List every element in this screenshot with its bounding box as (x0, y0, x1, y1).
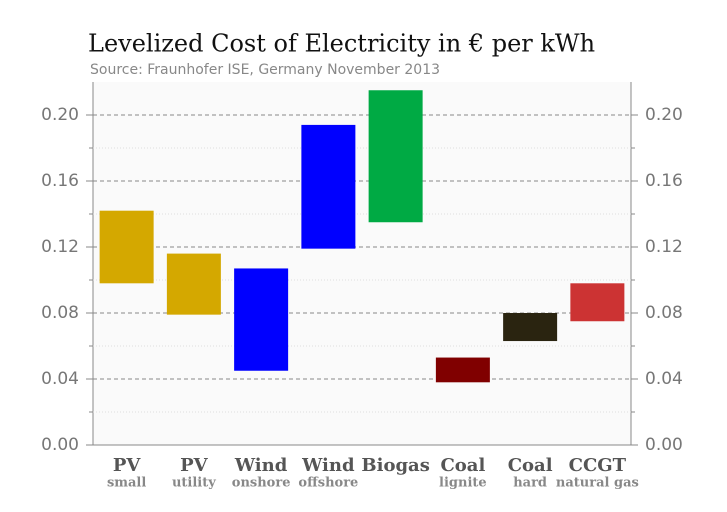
range-bar (435, 357, 490, 383)
x-tick-sublabel: lignite (439, 476, 487, 491)
y-tick-label: 0.08 (41, 303, 79, 323)
range-bar (503, 313, 558, 342)
y2-tick-label: 0.08 (645, 303, 683, 323)
y2-tick-label: 0.12 (645, 237, 683, 257)
x-tick-label: PV (180, 455, 209, 476)
x-tick-label: Coal (508, 455, 553, 476)
x-tick-sublabel: small (107, 476, 146, 491)
y-tick-label: 0.20 (41, 105, 79, 125)
x-tick-sublabel: offshore (298, 476, 358, 491)
y2-tick-label: 0.04 (645, 369, 683, 389)
range-bar (99, 210, 154, 284)
x-tick-label: Wind (301, 455, 355, 476)
x-tick-label: CCGT (569, 455, 627, 476)
x-tick-label: PV (113, 455, 142, 476)
y2-tick-label: 0.20 (645, 105, 683, 125)
y2-tick-label: 0.16 (645, 171, 683, 191)
y-tick-label: 0.12 (41, 237, 79, 257)
y-tick-label: 0.16 (41, 171, 79, 191)
y-tick-label: 0.00 (41, 435, 79, 455)
x-tick-sublabel: utility (172, 476, 216, 491)
x-tick-sublabel: natural gas (556, 476, 639, 491)
range-bar (301, 124, 356, 249)
range-bar (570, 283, 625, 322)
y2-tick-label: 0.00 (645, 435, 683, 455)
range-bar (166, 253, 221, 315)
range-bar (234, 268, 289, 371)
x-tick-label: Coal (440, 455, 485, 476)
x-tick-sublabel: hard (513, 476, 547, 491)
y-tick-label: 0.04 (41, 369, 79, 389)
x-tick-sublabel: onshore (232, 476, 291, 491)
chart-subtitle: Source: Fraunhofer ISE, Germany November… (90, 62, 440, 78)
chart-title: Levelized Cost of Electricity in € per k… (88, 30, 595, 58)
x-tick-label: Wind (234, 455, 288, 476)
x-tick-label: Biogas (361, 455, 429, 476)
range-bar (368, 90, 423, 223)
